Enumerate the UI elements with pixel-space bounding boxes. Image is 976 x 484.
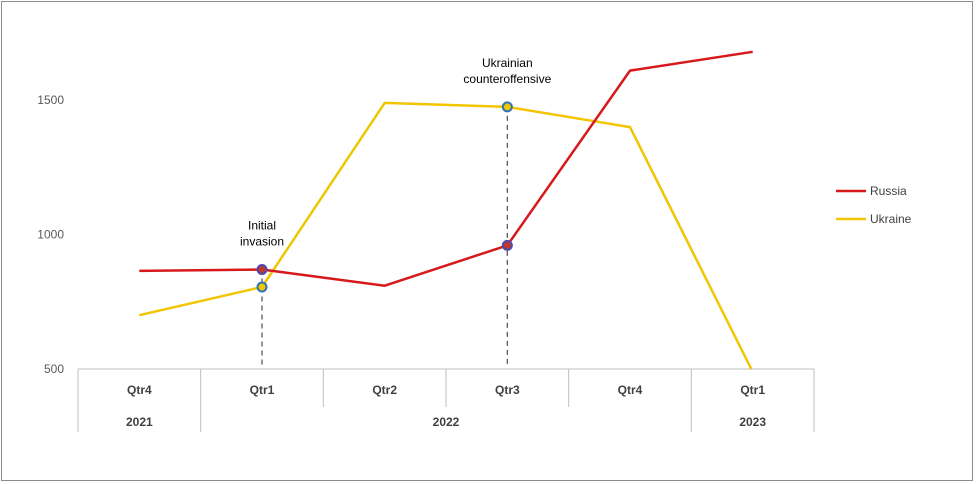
legend-label-ukraine: Ukraine	[870, 212, 912, 226]
y-tick-label: 1000	[37, 228, 64, 242]
data-marker-russia	[256, 264, 268, 276]
series-line-russia	[139, 50, 753, 287]
annotation-text: invasion	[240, 235, 284, 249]
data-marker-ukraine	[501, 101, 513, 113]
quarter-label: Qtr4	[127, 383, 152, 397]
series-line-ukraine	[139, 101, 753, 370]
annotation-text: Ukrainian	[482, 56, 533, 70]
annotation-text: counteroffensive	[463, 72, 551, 86]
year-label: 2022	[433, 415, 460, 429]
quarter-label: Qtr1	[740, 383, 765, 397]
data-marker-ukraine	[256, 281, 268, 293]
legend-label-russia: Russia	[870, 184, 907, 198]
year-label: 2023	[739, 415, 766, 429]
quarter-label: Qtr1	[250, 383, 275, 397]
quarter-label: Qtr4	[618, 383, 643, 397]
year-label: 2021	[126, 415, 153, 429]
annotation-text: Initial	[248, 219, 276, 233]
quarter-label: Qtr3	[495, 383, 520, 397]
y-tick-label: 1500	[37, 93, 64, 107]
quarter-label: Qtr2	[372, 383, 397, 397]
y-tick-label: 500	[44, 362, 64, 376]
data-marker-russia	[501, 239, 513, 251]
